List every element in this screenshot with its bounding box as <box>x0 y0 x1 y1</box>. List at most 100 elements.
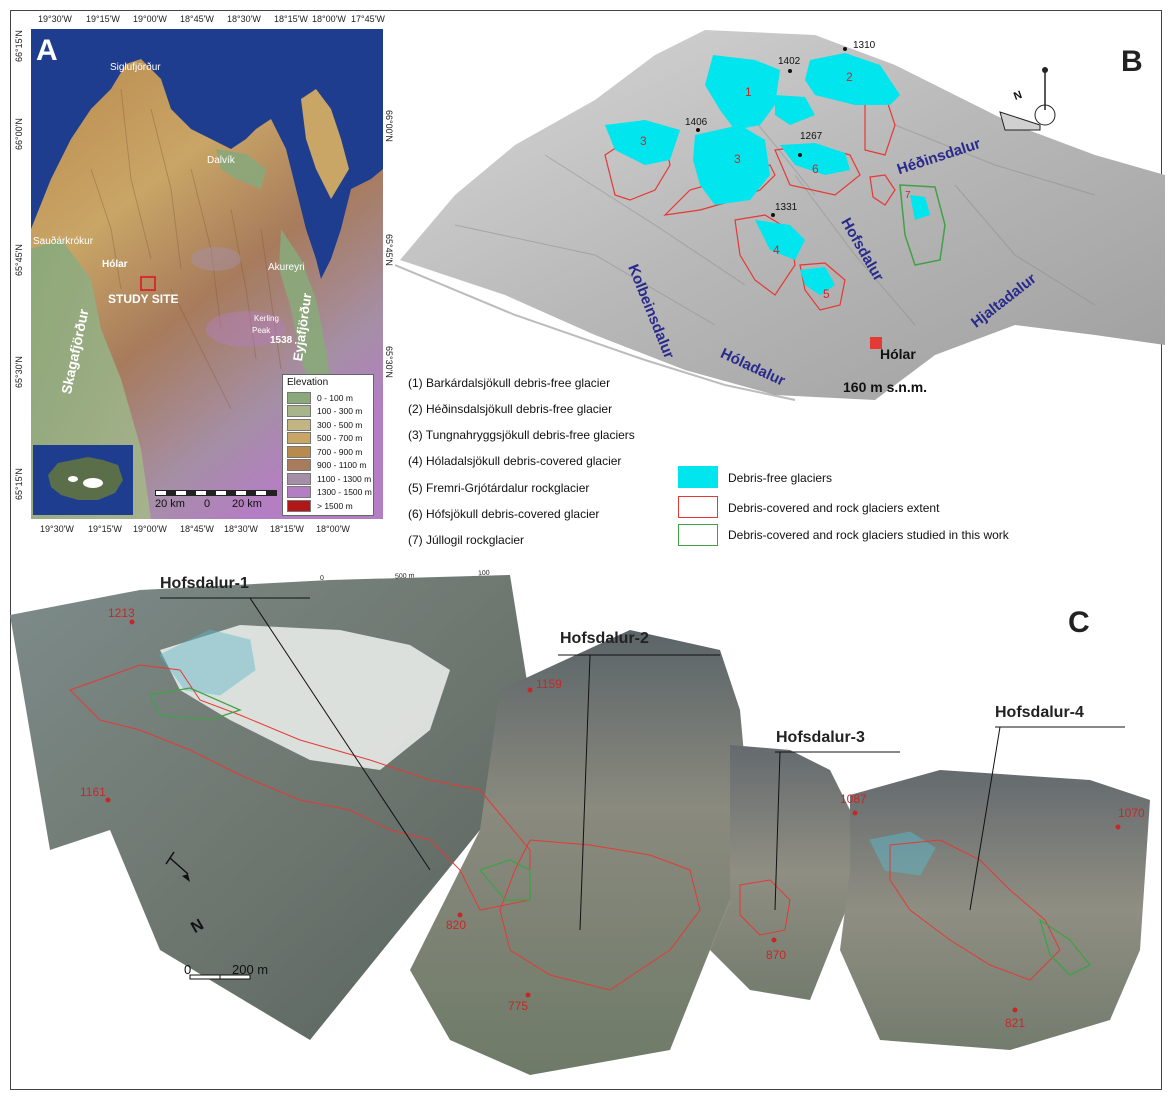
peak-dot <box>798 153 802 157</box>
place-label: Hólar <box>102 259 128 270</box>
figure-frame <box>10 10 1162 1090</box>
peak-dot <box>788 69 792 73</box>
place-label: Sauðárkrókur <box>33 236 94 247</box>
site-label: Hofsdalur-1 <box>160 575 249 592</box>
lat-label: 66°00'N <box>14 118 24 150</box>
elevation-class-label: 900 - 1100 m <box>317 460 367 470</box>
lon-label: 18°30'W <box>224 524 258 534</box>
elevation-dot <box>1012 1007 1018 1013</box>
glacier-3b <box>693 125 770 205</box>
panel-letter: A <box>36 34 58 67</box>
elevation-class: 500 - 700 m <box>287 432 362 445</box>
elevation-class: 100 - 300 m <box>287 405 362 418</box>
legend-swatch-debris-covered <box>678 496 718 518</box>
glacier-number: 1 <box>745 85 752 99</box>
legend-swatch-debris-free <box>678 466 718 488</box>
image-scale-label: 500 m <box>394 572 415 581</box>
elevation-value: 1159 <box>536 677 562 691</box>
snow-field <box>160 625 450 770</box>
elevation-dot <box>457 912 463 918</box>
lon-label: 18°30'W <box>227 14 261 24</box>
lon-label: 19°00'W <box>133 14 167 24</box>
peak-dot <box>771 213 775 217</box>
glacier-outline-1 <box>159 629 256 696</box>
lon-label: 19°15'W <box>86 14 120 24</box>
glacier-6 <box>780 143 850 175</box>
glacier-list-item: (3) Tungnahryggsjökull debris-free glaci… <box>408 428 635 442</box>
elevation-class-label: 300 - 500 m <box>317 419 363 430</box>
glacier-list-item: (5) Fremri-Grjótárdalur rockglacier <box>408 481 590 495</box>
elevation-class-label: 100 - 300 m <box>317 406 363 416</box>
peak-label: Kerling <box>254 314 279 323</box>
north-arrow-3d <box>999 67 1056 131</box>
leader-line <box>249 597 431 871</box>
debris-outline-hofsdalur-2 <box>499 839 701 991</box>
panel-letter: B <box>1121 45 1143 78</box>
image-scale-label: 100 <box>477 569 490 578</box>
glacier-list-item: (1) Barkárdalsjökull debris-free glacier <box>408 376 611 390</box>
place-label: Dalvík <box>207 155 235 166</box>
panel-letter: C <box>1068 606 1090 639</box>
study-site-label: STUDY SITE <box>108 292 179 306</box>
legend-label: Debris-covered and rock glaciers extent <box>728 501 940 515</box>
elevation-class-label: 500 - 700 m <box>317 433 363 443</box>
lat-label: 65°30'N <box>14 356 24 388</box>
elevation-value: 775 <box>508 999 529 1013</box>
peak-height: 1402 <box>778 56 801 67</box>
town-elevation: 160 m s.n.m. <box>843 379 928 395</box>
town-marker <box>870 337 882 349</box>
studied-outline <box>478 859 531 901</box>
debris-outline-5 <box>799 262 846 311</box>
glacier-4 <box>755 220 805 260</box>
studied-outline <box>1038 918 1092 976</box>
lon-label: 19°30'W <box>38 14 72 24</box>
leader-line <box>774 751 781 911</box>
lat-label: 65°45'N <box>14 244 24 276</box>
elevation-swatch <box>287 391 311 404</box>
debris-outline-7a <box>869 174 896 206</box>
scale-label: 0 <box>204 498 211 510</box>
lat-label: 65°15'N <box>14 468 24 500</box>
elevation-dot <box>129 619 135 625</box>
elevation-dot <box>105 797 111 803</box>
elevation-class-label: > 1500 m <box>317 500 353 511</box>
elevation-swatch <box>287 405 311 417</box>
place-label: Akureyri <box>268 262 305 273</box>
elevation-swatch <box>287 418 311 431</box>
elevation-value: 820 <box>446 918 467 932</box>
glacier-number: 6 <box>812 162 819 176</box>
lon-label: 18°00'W <box>312 14 346 24</box>
glacier-list-item: (2) Héðinsdalsjökull debris-free glacier <box>408 402 613 416</box>
legend-label: Debris-free glaciers <box>728 471 833 485</box>
leader-line <box>579 654 591 931</box>
glacier-number: 5 <box>823 287 830 301</box>
glacier-list-item: (4) Hóladalsjökull debris-covered glacie… <box>408 454 622 468</box>
elevation-class: 300 - 500 m <box>287 418 362 431</box>
scale-bar <box>155 490 277 496</box>
lon-label: 18°15'W <box>270 524 304 534</box>
scale-label: 0 <box>184 962 192 977</box>
elevation-value: 1213 <box>108 606 135 620</box>
lon-label: 18°15'W <box>274 14 308 24</box>
debris-outline-4 <box>734 214 796 296</box>
glacier-3a <box>605 120 680 165</box>
site-label: Hofsdalur-3 <box>776 729 865 746</box>
orthophoto-mosaic <box>10 575 1150 1075</box>
town-label: Hólar <box>880 346 916 362</box>
iceland-inset <box>33 445 133 515</box>
elevation-class-label: 1300 - 1500 m <box>317 487 372 497</box>
elevation-swatch <box>287 432 311 444</box>
legend-swatch-studied <box>678 524 718 546</box>
glacier-number: 7 <box>905 190 911 201</box>
site-label: Hofsdalur-4 <box>995 704 1084 721</box>
elevation-class: 1300 - 1500 m <box>287 486 372 499</box>
glacier-small-b <box>740 145 765 165</box>
north-arrow <box>165 851 190 882</box>
elevation-class: 0 - 100 m <box>287 391 353 404</box>
peak-height: 1267 <box>800 131 823 142</box>
glacier-1 <box>705 55 780 130</box>
glacier-number: 2 <box>846 70 853 84</box>
elevation-class-label: 700 - 900 m <box>317 446 363 457</box>
scale-bar-c <box>189 974 251 980</box>
studied-outline <box>149 687 242 721</box>
